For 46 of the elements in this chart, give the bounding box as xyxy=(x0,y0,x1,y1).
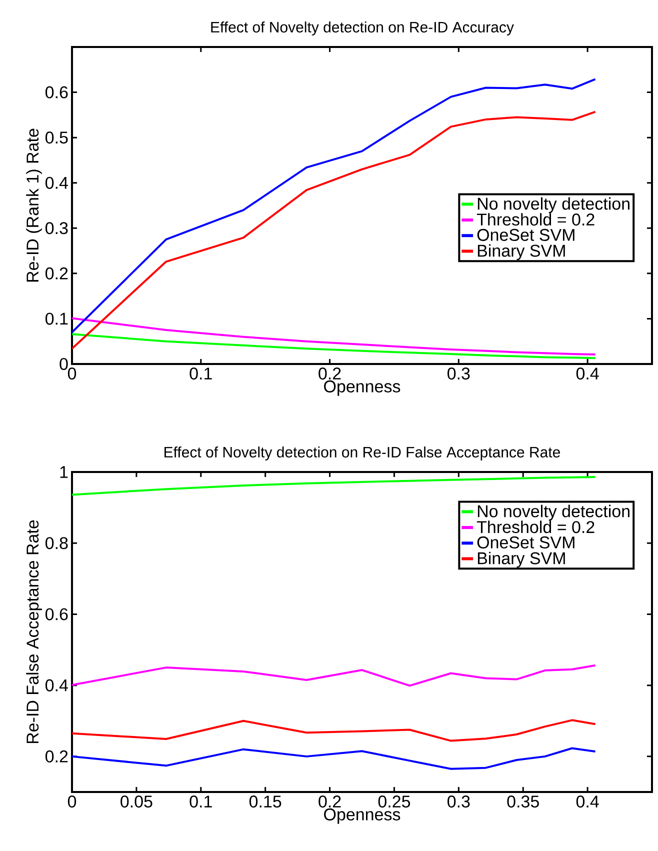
x-tick-label: 0.4 xyxy=(576,368,599,380)
line-series xyxy=(72,476,596,496)
y-tick-label: 0 xyxy=(60,358,68,370)
y-axis-title: Re-ID False Acceptance Rate xyxy=(26,520,42,744)
x-tick-label: 0.1 xyxy=(190,796,212,808)
y-tick-label: 0.4 xyxy=(45,679,68,692)
y-tick-label: 0.4 xyxy=(45,176,68,189)
legend-label: Threshold = 0.2 xyxy=(476,520,594,534)
x-tick-label: 0.3 xyxy=(448,796,470,808)
line-series xyxy=(72,664,596,687)
x-tick-label: 0 xyxy=(68,796,76,808)
x-tick-label: 0.3 xyxy=(448,368,470,380)
x-tick-label: 0.2 xyxy=(318,796,341,808)
line-series xyxy=(72,333,596,360)
x-tick-label: 0.25 xyxy=(378,796,410,808)
legend-label: Binary SVM xyxy=(478,244,565,260)
x-tick-label: 0.35 xyxy=(507,796,539,808)
y-tick-label: 0.5 xyxy=(45,132,68,144)
x-tick-label: 0 xyxy=(68,368,76,380)
x-tick-label: 0.05 xyxy=(120,796,152,808)
x-axis-title: Openness xyxy=(324,808,400,824)
legend-label: Binary SVM xyxy=(478,552,565,568)
x-axis-title: Openness xyxy=(324,380,400,396)
line-series xyxy=(72,719,596,742)
y-tick-label: 0.3 xyxy=(45,222,68,234)
legend-label: No novelty detection xyxy=(478,197,630,214)
y-tick-label: 0.6 xyxy=(45,608,68,620)
x-tick-label: 0.1 xyxy=(190,368,212,380)
x-tick-label: 0.4 xyxy=(576,796,599,808)
y-tick-label: 0.6 xyxy=(45,86,68,98)
y-tick-label: 0.2 xyxy=(45,750,68,762)
chart-title: Effect of Novelty detection on Re-ID Accuracy xyxy=(211,21,514,36)
legend-label: Threshold = 0.2 xyxy=(476,213,594,226)
y-tick-label: 0.8 xyxy=(45,537,68,550)
x-tick-label: 0.15 xyxy=(249,796,282,808)
legend-label: OneSet SVM xyxy=(477,536,574,548)
y-tick-label: 0.2 xyxy=(45,267,68,280)
y-axis-title: Re-ID (Rank 1) Rate xyxy=(26,128,42,282)
y-tick-label: 0.1 xyxy=(45,312,68,325)
line-series xyxy=(72,747,596,770)
legend-label: No novelty detection xyxy=(478,504,630,521)
line-series xyxy=(72,317,596,356)
legend-label: OneSet SVM xyxy=(477,228,574,241)
y-tick-label: 1 xyxy=(60,466,68,478)
chart-title: Effect of Novelty detection on Re-ID False Acceptance Rate xyxy=(164,446,560,460)
x-tick-label: 0.2 xyxy=(318,368,341,380)
